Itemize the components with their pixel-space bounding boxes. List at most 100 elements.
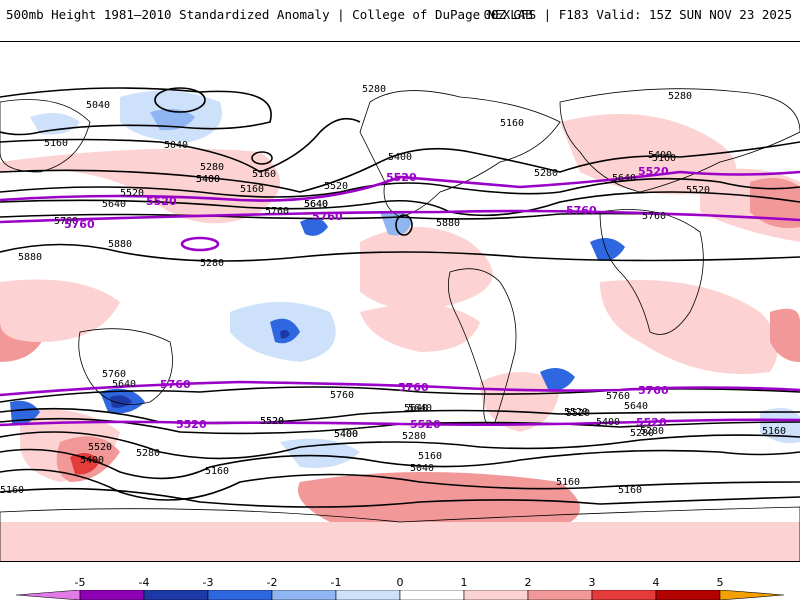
contour-label: 5520 [324, 181, 348, 192]
contour-label: 5280 [668, 91, 692, 102]
reference-contour-labels: 5520 5760 5520 5760 5520 5760 5520 5760 … [64, 165, 669, 431]
contour-label: 5280 [630, 428, 654, 439]
contour-label-5760: 5760 [566, 204, 597, 217]
coastlines [0, 88, 800, 561]
colorbar-segment [335, 590, 401, 600]
contour-label-5760: 5760 [398, 381, 429, 394]
contour-label: 5640 [304, 199, 328, 210]
contour-label: 5520 [88, 442, 112, 453]
contour-label: 5040 [86, 100, 110, 111]
colorbar-tick: 2 [524, 576, 532, 589]
contour-label-5520: 5520 [146, 195, 177, 208]
contour-label: 5760 [606, 391, 630, 402]
contour-label: 5280 [362, 84, 386, 95]
antarctica-outline [0, 506, 800, 561]
title-bar: 500mb Height 1981–2010 Standardized Anom… [0, 0, 800, 28]
contour-label: 5280 [200, 258, 224, 269]
colorbar-segment [719, 590, 785, 600]
contour-label: 5040 [164, 140, 188, 151]
contour-label: 5520 [566, 408, 590, 419]
contour-label-5760: 5760 [638, 384, 669, 397]
contour-label: 5160 [252, 169, 276, 180]
contour-label: 5640 [102, 199, 126, 210]
contour-label: 5640 [408, 403, 432, 414]
colorbar-segment [207, 590, 273, 600]
contour-label: 5040 [410, 463, 434, 474]
contour-label: 5400 [80, 455, 104, 466]
contour-label: 5160 [418, 451, 442, 462]
contour-label: 5400 [196, 174, 220, 185]
contour-label: 5640 [612, 173, 636, 184]
map-svg: 5040 5040 5160 5280 5160 5160 5280 5400 … [0, 84, 800, 561]
contour-label: 5880 [18, 252, 42, 263]
colorbar-segment [15, 590, 81, 600]
contour-label: 5520 [120, 188, 144, 199]
contour-label-5520: 5520 [410, 418, 441, 431]
contour-label: 5760 [265, 206, 289, 217]
contour-label: 5400 [596, 417, 620, 428]
contour-label: 5280 [640, 426, 664, 437]
contour-label: 5160 [205, 466, 229, 477]
contour-label: 5640 [112, 379, 136, 390]
contour-label: 5640 [404, 403, 428, 414]
contour-label-5520: 5520 [176, 418, 207, 431]
colorbar-tick: -5 [74, 576, 86, 589]
contour-label-5520: 5520 [638, 165, 669, 178]
contour-label: 5520 [260, 416, 284, 427]
contour-label: 5760 [54, 216, 78, 227]
contour-label: 5160 [556, 477, 580, 488]
model-run-info: 00Z GFS | F183 Valid: 15Z SUN NOV 23 202… [483, 7, 792, 22]
contour-label: 5520 [260, 416, 284, 427]
contour-label: 5160 [44, 138, 68, 149]
contour-label: 5520 [686, 185, 710, 196]
contour-label: 5160 [240, 184, 264, 195]
contour-label: 5400 [388, 152, 412, 163]
contour-label-5760: 5760 [312, 210, 343, 223]
colorbar-segment [527, 590, 593, 600]
contour-label: 5400 [648, 150, 672, 161]
australia-outline [78, 328, 173, 405]
contour-label-5760: 5760 [64, 218, 95, 231]
contour-label-5520: 5520 [636, 416, 667, 429]
contour-label: 5280 [402, 431, 426, 442]
contour-label: 5880 [436, 218, 460, 229]
contour-labels: 5040 5040 5160 5280 5160 5160 5280 5400 … [0, 84, 786, 496]
contour-label: 5400 [196, 174, 220, 185]
reference-contours [0, 170, 800, 427]
colorbar-segment [79, 590, 145, 600]
colorbar-segment [591, 590, 657, 600]
contour-label: 5280 [136, 448, 160, 459]
contour-label: 5160 [0, 485, 24, 496]
contour-label: 5400 [334, 429, 358, 440]
colorbar-tick: 3 [588, 576, 596, 589]
colorbar-tick: -4 [138, 576, 150, 589]
contour-label: 5400 [334, 429, 358, 440]
contour-label: 5160 [652, 153, 676, 164]
colorbar-segment [399, 590, 465, 600]
colorbar-tick: 5 [716, 576, 724, 589]
contour-label: 5160 [618, 485, 642, 496]
north-america-outline [359, 90, 561, 218]
africa-outline [599, 209, 704, 335]
contour-label: 5520 [564, 407, 588, 418]
contour-label: 5760 [642, 211, 666, 222]
colorbar-tick: -2 [266, 576, 278, 589]
contour-label-5520: 5520 [386, 171, 417, 184]
contour-label: 5280 [534, 168, 558, 179]
asia-west-outline [0, 99, 91, 173]
colorbar-scale [15, 590, 785, 600]
colorbar-tick: -3 [202, 576, 214, 589]
height-contours [0, 87, 800, 508]
contour-label: 5280 [200, 162, 224, 173]
colorbar-tick: 1 [460, 576, 468, 589]
colorbar-tick: -1 [330, 576, 342, 589]
contour-label: 5640 [624, 401, 648, 412]
contour-label: 5160 [500, 118, 524, 129]
contour-label: 5160 [762, 426, 786, 437]
colorbar-segment [143, 590, 209, 600]
contour-label: 5880 [108, 239, 132, 250]
contour-label: 5640 [304, 199, 328, 210]
contour-label: 5760 [330, 390, 354, 401]
contour-label: 5760 [102, 369, 126, 380]
anomaly-map: 5040 5040 5160 5280 5160 5160 5280 5400 … [0, 41, 800, 562]
